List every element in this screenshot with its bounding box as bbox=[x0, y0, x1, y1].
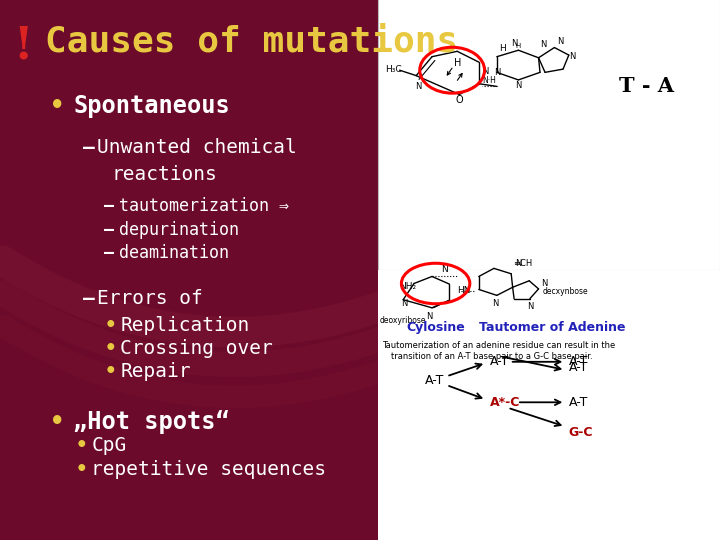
Text: HN: HN bbox=[457, 286, 471, 295]
Text: A-T: A-T bbox=[569, 396, 588, 409]
Text: –: – bbox=[83, 289, 94, 308]
Polygon shape bbox=[378, 270, 720, 540]
Text: A-T: A-T bbox=[569, 361, 588, 374]
Text: deoxyribose: deoxyribose bbox=[379, 316, 426, 325]
Text: repetitive sequences: repetitive sequences bbox=[91, 460, 326, 479]
Text: CpG: CpG bbox=[91, 436, 127, 455]
Text: „Hot spots“: „Hot spots“ bbox=[73, 410, 230, 434]
Text: H₃C: H₃C bbox=[385, 65, 402, 73]
Text: transition of an A-T base pair to a G-C base pair.: transition of an A-T base pair to a G-C … bbox=[391, 352, 593, 361]
Text: G-C: G-C bbox=[569, 426, 593, 438]
Polygon shape bbox=[378, 0, 720, 270]
Text: Replication: Replication bbox=[120, 316, 250, 335]
Text: N: N bbox=[441, 265, 449, 274]
Text: ≡CH: ≡CH bbox=[513, 259, 532, 268]
Text: H: H bbox=[516, 43, 521, 49]
Text: !: ! bbox=[13, 24, 32, 68]
FancyArrowPatch shape bbox=[2, 293, 390, 364]
Text: N·H: N·H bbox=[482, 76, 496, 85]
Text: T - A: T - A bbox=[619, 76, 674, 97]
Text: Causes of mutations: Causes of mutations bbox=[45, 24, 458, 58]
Text: •: • bbox=[104, 362, 116, 381]
Text: A-T: A-T bbox=[490, 355, 509, 368]
Text: –: – bbox=[104, 244, 114, 262]
Text: –: – bbox=[104, 197, 114, 215]
Text: N: N bbox=[557, 37, 564, 46]
Text: N: N bbox=[494, 68, 500, 77]
Text: A*-C: A*-C bbox=[490, 396, 520, 409]
Text: N: N bbox=[527, 302, 533, 311]
Text: Repair: Repair bbox=[120, 362, 191, 381]
Text: N: N bbox=[482, 67, 488, 76]
Text: decxynbose: decxynbose bbox=[543, 287, 588, 296]
Text: –: – bbox=[83, 138, 94, 157]
Text: Errors of: Errors of bbox=[97, 289, 203, 308]
Text: •: • bbox=[76, 436, 87, 455]
Text: reactions: reactions bbox=[112, 165, 217, 184]
Text: N: N bbox=[426, 312, 432, 321]
Text: Tautomer of Adenine: Tautomer of Adenine bbox=[479, 321, 625, 334]
Text: A-T: A-T bbox=[425, 374, 444, 387]
Text: •: • bbox=[50, 410, 65, 434]
Text: N: N bbox=[569, 52, 575, 61]
Text: O: O bbox=[456, 95, 463, 105]
Text: Crossing over: Crossing over bbox=[120, 339, 273, 357]
FancyArrowPatch shape bbox=[2, 326, 390, 397]
Text: N: N bbox=[516, 259, 521, 268]
Text: Unwanted chemical: Unwanted chemical bbox=[97, 138, 297, 157]
Text: N: N bbox=[401, 299, 408, 308]
Text: •: • bbox=[104, 316, 116, 335]
Text: NH₂: NH₂ bbox=[400, 282, 417, 291]
Text: –: – bbox=[104, 221, 114, 239]
Text: N: N bbox=[415, 82, 422, 91]
Text: •: • bbox=[76, 460, 87, 479]
Text: Spontaneous: Spontaneous bbox=[73, 94, 230, 118]
Text: depurination: depurination bbox=[119, 221, 239, 239]
Text: N: N bbox=[492, 299, 498, 308]
Text: Cylosine: Cylosine bbox=[407, 321, 466, 334]
Polygon shape bbox=[0, 0, 378, 540]
Text: H: H bbox=[454, 57, 462, 68]
Text: •: • bbox=[104, 339, 116, 357]
Text: H: H bbox=[499, 44, 505, 53]
FancyArrowPatch shape bbox=[2, 261, 390, 332]
Text: N: N bbox=[516, 81, 521, 90]
Text: N: N bbox=[541, 279, 548, 288]
Text: deamination: deamination bbox=[119, 244, 229, 262]
Text: •: • bbox=[50, 94, 65, 118]
Text: tautomerization ⇒: tautomerization ⇒ bbox=[119, 197, 289, 215]
Text: A-T: A-T bbox=[569, 355, 588, 368]
Text: N: N bbox=[540, 39, 546, 49]
Text: N: N bbox=[511, 38, 517, 48]
Text: Tautomerization of an adenine residue can result in the: Tautomerization of an adenine residue ca… bbox=[382, 341, 615, 350]
